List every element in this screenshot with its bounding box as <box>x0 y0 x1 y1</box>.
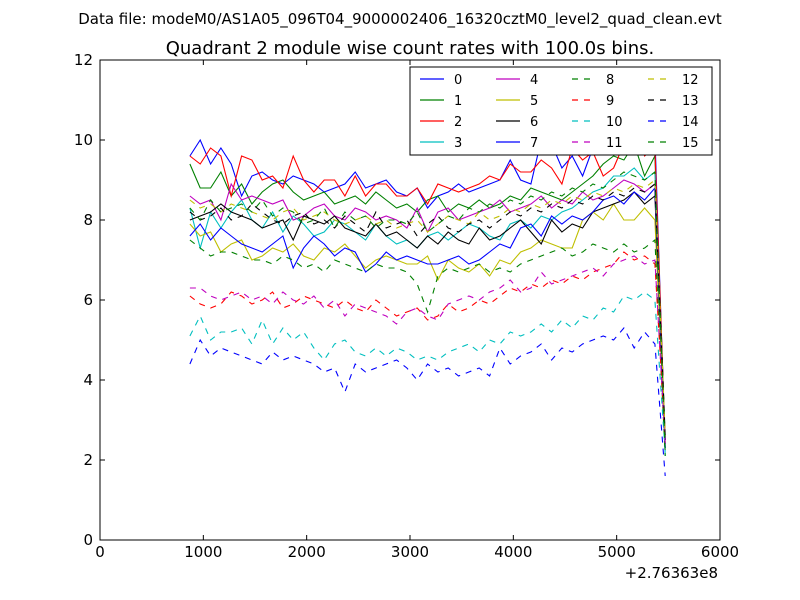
legend-label-3: 3 <box>454 136 462 151</box>
series-line-6 <box>189 191 666 441</box>
legend-label-14: 14 <box>682 115 699 130</box>
series-line-4 <box>189 179 666 441</box>
legend-box <box>409 66 713 156</box>
legend-label-13: 13 <box>682 94 699 109</box>
legend-label-7: 7 <box>530 136 538 151</box>
series-line-7 <box>189 186 666 449</box>
legend-label-4: 4 <box>530 73 538 88</box>
y-tick-label: 8 <box>83 211 93 229</box>
x-tick-label: 3000 <box>391 543 429 561</box>
legend-label-9: 9 <box>606 94 614 109</box>
y-tick-label: 12 <box>74 51 93 69</box>
legend-label-11: 11 <box>606 136 623 151</box>
chart-title: Quadrant 2 module wise count rates with … <box>166 38 655 59</box>
series-line-13 <box>189 182 666 437</box>
plot-area <box>189 110 666 477</box>
legend-label-5: 5 <box>530 94 538 109</box>
x-tick-label: 4000 <box>494 543 532 561</box>
series-line-1 <box>189 142 666 441</box>
series-line-10 <box>189 291 666 453</box>
series-line-12 <box>189 178 666 437</box>
y-tick-label: 4 <box>83 371 93 389</box>
y-tick-label: 10 <box>74 131 93 149</box>
x-tick-label: 6000 <box>701 543 739 561</box>
y-tick-label: 6 <box>83 291 93 309</box>
legend-label-2: 2 <box>454 115 462 130</box>
legend-label-10: 10 <box>606 115 623 130</box>
series-line-0 <box>189 110 666 449</box>
series-line-5 <box>189 202 666 445</box>
y-tick-label: 0 <box>83 531 93 549</box>
x-tick-label: 0 <box>95 543 105 561</box>
series-line-9 <box>189 251 666 441</box>
series-line-14 <box>189 327 666 477</box>
legend-label-15: 15 <box>682 136 699 151</box>
x-tick-label: 1000 <box>184 543 222 561</box>
series-line-2 <box>189 122 666 445</box>
legend-label-0: 0 <box>454 73 462 88</box>
y-tick-label: 2 <box>83 451 93 469</box>
series-line-8 <box>189 238 666 457</box>
legend-label-12: 12 <box>682 73 699 88</box>
legend-label-6: 6 <box>530 115 538 130</box>
x-tick-label: 2000 <box>288 543 326 561</box>
legend-label-1: 1 <box>454 94 462 109</box>
x-tick-label: 5000 <box>598 543 636 561</box>
legend-label-8: 8 <box>606 73 614 88</box>
x-axis-offset-label: +2.76363e8 <box>625 564 718 582</box>
series-line-11 <box>189 255 666 445</box>
data-file-supertitle: Data file: modeM0/AS1A05_096T04_90000024… <box>78 10 722 29</box>
